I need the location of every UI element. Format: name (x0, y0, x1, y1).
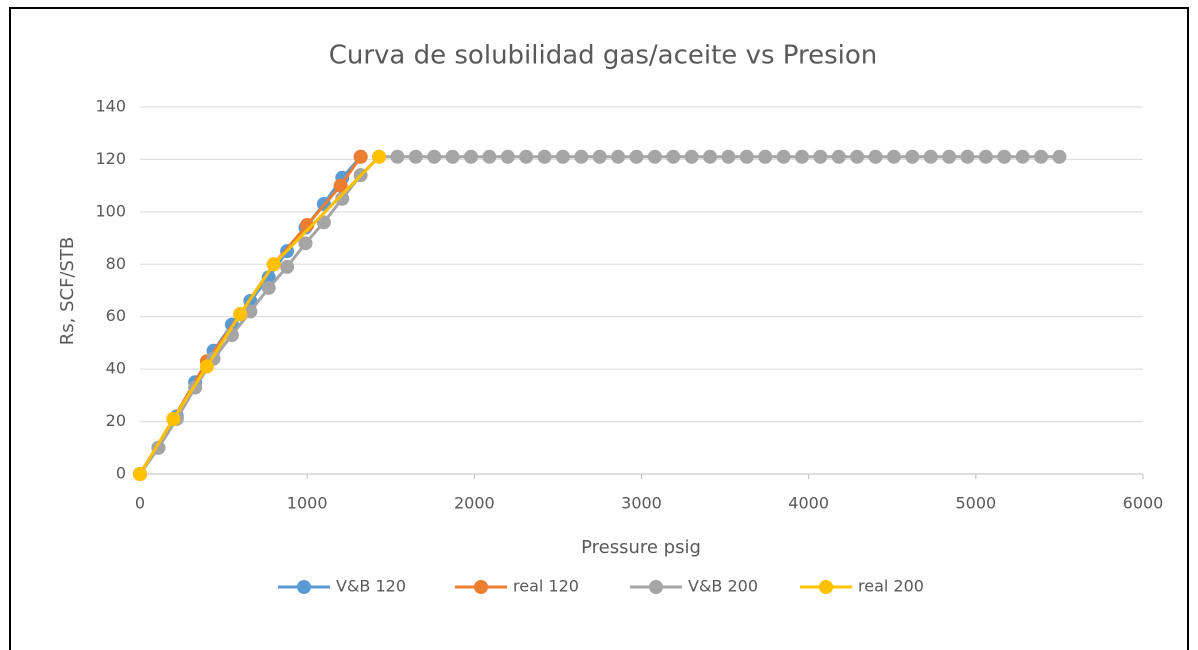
point (1034, 149, 1049, 164)
x-tick-label: 6000 (1123, 494, 1164, 513)
point (133, 467, 147, 481)
legend-label: V&B 120 (336, 577, 406, 596)
x-tick-label: 1000 (287, 494, 328, 513)
y-tick-label: 140 (95, 97, 126, 116)
x-axis-label: Pressure psig (581, 537, 701, 558)
point (886, 149, 901, 164)
point (166, 411, 181, 426)
legend-marker (649, 580, 663, 594)
point (776, 149, 791, 164)
point (611, 149, 626, 164)
point (978, 149, 993, 164)
point (721, 149, 736, 164)
point (592, 149, 607, 164)
point (372, 149, 387, 164)
point (500, 149, 515, 164)
point (942, 149, 957, 164)
y-tick-label: 120 (95, 149, 126, 168)
point (266, 257, 281, 272)
point (555, 149, 570, 164)
x-tick-label: 2000 (454, 494, 495, 513)
point (794, 149, 809, 164)
point (684, 149, 699, 164)
point (445, 149, 460, 164)
point (758, 149, 773, 164)
point (316, 215, 331, 230)
point (261, 270, 276, 285)
y-tick-label: 0 (116, 464, 126, 483)
point (666, 149, 681, 164)
point (335, 191, 350, 206)
legend-label: real 120 (513, 577, 579, 596)
legend-label: V&B 200 (688, 577, 758, 596)
point (1052, 149, 1067, 164)
point (739, 149, 754, 164)
point (390, 149, 405, 164)
x-tick-label: 3000 (621, 494, 662, 513)
point (333, 178, 348, 193)
point (482, 149, 497, 164)
point (905, 149, 920, 164)
y-tick-label: 20 (106, 411, 126, 430)
point (280, 259, 295, 274)
point (261, 280, 276, 295)
point (831, 149, 846, 164)
point (703, 149, 718, 164)
point (629, 149, 644, 164)
point (960, 149, 975, 164)
y-tick-label: 80 (106, 254, 126, 273)
point (298, 236, 313, 251)
point (813, 149, 828, 164)
y-tick-label: 100 (95, 201, 126, 220)
chart-frame (9, 7, 1189, 650)
point (1015, 149, 1030, 164)
point (353, 149, 368, 164)
legend-label: real 200 (858, 577, 924, 596)
point (199, 359, 214, 374)
point (408, 149, 423, 164)
point (997, 149, 1012, 164)
legend-marker (819, 580, 833, 594)
point (868, 149, 883, 164)
point (850, 149, 865, 164)
x-tick-label: 4000 (788, 494, 829, 513)
y-tick-label: 40 (106, 359, 126, 378)
legend-marker (297, 580, 311, 594)
y-tick-label: 60 (106, 306, 126, 325)
x-tick-label: 5000 (955, 494, 996, 513)
x-tick-label: 0 (135, 494, 145, 513)
point (463, 149, 478, 164)
point (574, 149, 589, 164)
point (519, 149, 534, 164)
y-axis-label: Rs, SCF/STB (57, 237, 78, 346)
point (427, 149, 442, 164)
point (923, 149, 938, 164)
chart-title: Curva de solubilidad gas/aceite vs Presi… (329, 41, 878, 71)
point (647, 149, 662, 164)
series-line (138, 155, 381, 475)
legend-marker (474, 580, 488, 594)
point (233, 307, 248, 322)
point (537, 149, 552, 164)
